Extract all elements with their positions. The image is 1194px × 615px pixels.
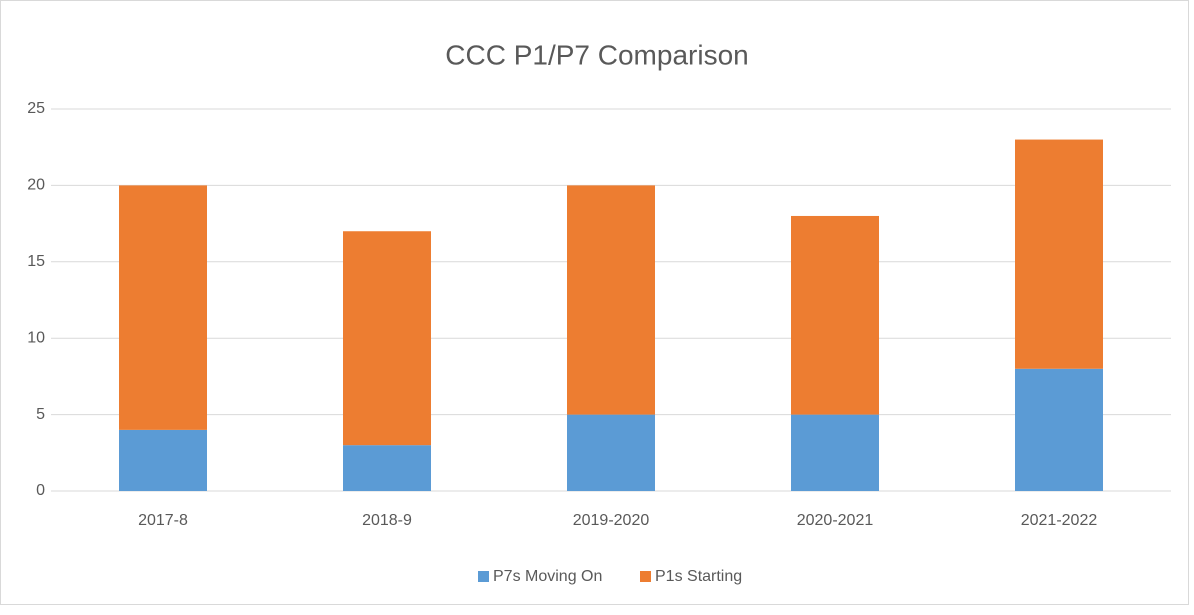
y-tick-label: 25 [27, 100, 45, 117]
legend-label: P7s Moving On [493, 568, 602, 585]
x-tick-label: 2021-2022 [1021, 512, 1098, 529]
bar-segment [1015, 139, 1103, 369]
y-tick-label: 5 [36, 406, 45, 423]
bar-segment [343, 231, 431, 446]
bar-segment [119, 429, 207, 491]
chart-title: CCC P1/P7 Comparison [445, 39, 748, 70]
x-tick-label: 2018-9 [362, 512, 412, 529]
y-tick-label: 15 [27, 253, 45, 270]
y-tick-label: 10 [27, 329, 45, 346]
legend-swatch [640, 571, 651, 582]
legend-label: P1s Starting [655, 568, 742, 585]
bar-segment [343, 445, 431, 491]
x-tick-label: 2017-8 [138, 512, 188, 529]
bar-segment [1015, 368, 1103, 491]
x-tick-label: 2019-2020 [573, 512, 650, 529]
y-tick-label: 20 [27, 177, 45, 194]
bar-segment [791, 215, 879, 415]
x-tick-label: 2020-2021 [797, 512, 874, 529]
legend-swatch [478, 571, 489, 582]
bar-segment [567, 185, 655, 415]
bar-segment [791, 414, 879, 491]
bar-segment [567, 414, 655, 491]
y-tick-label: 0 [36, 482, 45, 499]
bar-segment [119, 185, 207, 430]
